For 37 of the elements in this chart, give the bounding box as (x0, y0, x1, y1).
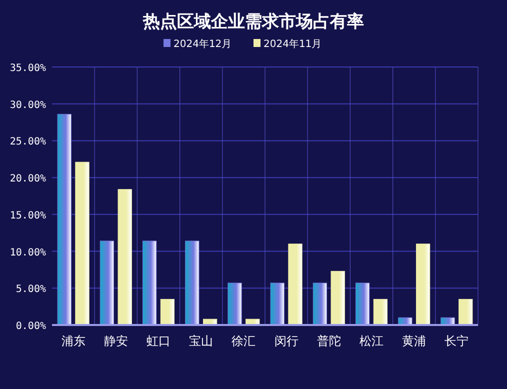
x-tick-label: 静安 (104, 334, 128, 348)
bar (57, 114, 72, 326)
bar (312, 282, 328, 326)
x-tick-label: 闵行 (274, 334, 298, 348)
x-tick-label: 长宁 (444, 334, 469, 348)
y-tick-label: 5.00% (16, 284, 46, 296)
bar (330, 270, 345, 326)
legend-label: 2024年11月 (264, 38, 322, 50)
x-tick-label: 宝山 (189, 334, 214, 348)
x-tick-label: 松江 (360, 334, 384, 348)
bar (142, 240, 157, 326)
bar (458, 298, 473, 326)
bar (228, 282, 242, 326)
chart-title: 热点区域企业需求市场占有率 (142, 12, 364, 32)
y-tick-label: 0.00% (16, 321, 46, 332)
bar (100, 240, 114, 326)
x-tick-label: 黄浦 (402, 334, 426, 348)
y-tick-label: 25.00% (10, 136, 46, 148)
y-tick-label: 30.00% (10, 100, 46, 111)
y-tick-label: 35.00% (10, 63, 46, 74)
bar (288, 244, 302, 326)
y-tick-label: 10.00% (10, 247, 46, 258)
bar (416, 244, 430, 326)
legend-label: 2024年12月 (174, 38, 232, 50)
bar (373, 298, 388, 326)
bar (355, 282, 370, 326)
bar (185, 240, 200, 326)
x-tick-label: 浦东 (61, 334, 86, 348)
y-tick-label: 15.00% (10, 210, 46, 222)
x-tick-label: 虹口 (146, 334, 170, 348)
y-tick-label: 20.00% (10, 174, 46, 185)
bar (270, 282, 284, 326)
x-tick-label: 普陀 (316, 334, 341, 348)
bar (160, 298, 175, 326)
x-tick-label: 徐汇 (232, 334, 256, 348)
bar (75, 162, 90, 326)
bar (118, 189, 132, 326)
